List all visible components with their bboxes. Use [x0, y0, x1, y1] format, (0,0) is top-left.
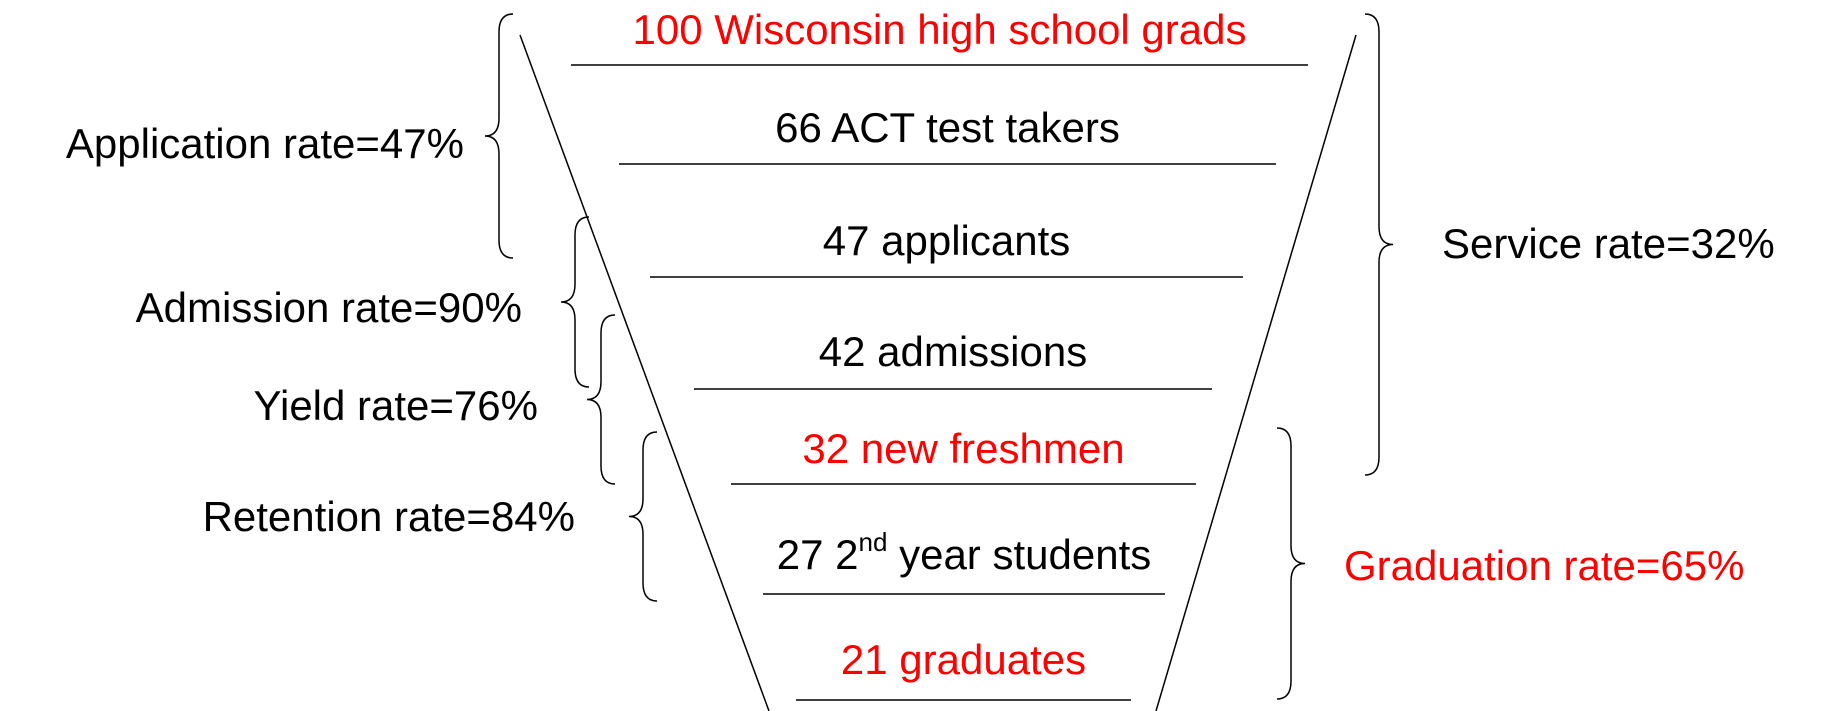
funnel-edge	[1155, 34, 1357, 711]
stage-label: 66 ACT test takers	[775, 104, 1120, 151]
bracket	[1276, 427, 1306, 700]
bracket	[484, 13, 514, 259]
stage-label: 21 graduates	[841, 636, 1086, 683]
bracket	[1364, 13, 1394, 476]
rate-label: Service rate=32%	[1442, 220, 1775, 267]
rate-label: Retention rate=84%	[203, 493, 575, 540]
stage-label: 47 applicants	[823, 217, 1071, 264]
bracket	[586, 314, 616, 485]
rate-label: Admission rate=90%	[136, 284, 522, 331]
bracket	[628, 431, 658, 602]
rate-label: Yield rate=76%	[254, 382, 538, 429]
stage-label-part: 27 2	[777, 531, 859, 578]
stage-label: 32 new freshmen	[802, 425, 1124, 472]
stage-label: 100 Wisconsin high school grads	[632, 6, 1246, 53]
funnel-edge	[519, 34, 770, 711]
stage-label: 27 2nd year students	[777, 527, 1151, 578]
stage-label-sup: nd	[859, 527, 888, 557]
stage-label: 42 admissions	[819, 328, 1087, 375]
stage-label-part: year students	[887, 531, 1151, 578]
rate-label: Graduation rate=65%	[1344, 542, 1744, 589]
rate-label: Application rate=47%	[66, 120, 464, 167]
bracket	[560, 216, 590, 388]
